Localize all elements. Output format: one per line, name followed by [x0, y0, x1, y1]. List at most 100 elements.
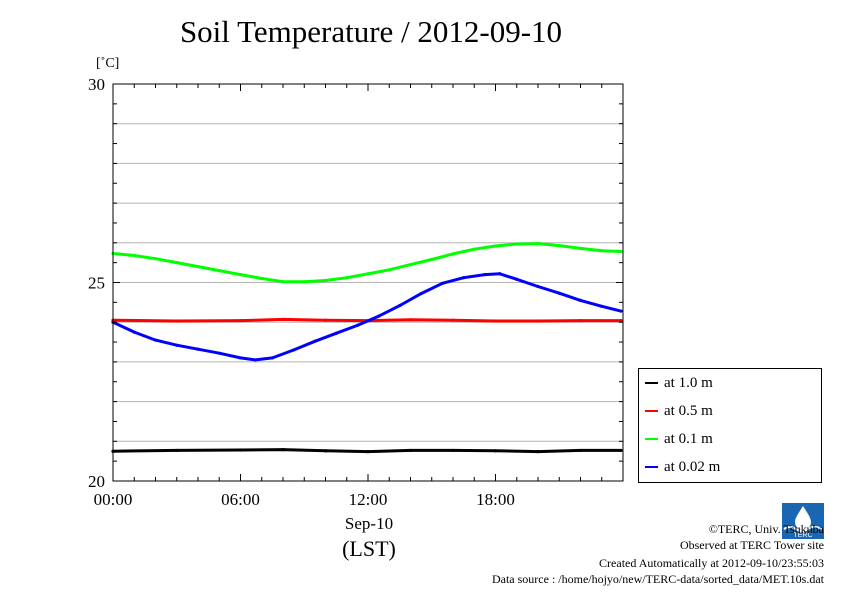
credit-site: Observed at TERC Tower site [679, 538, 824, 552]
credit-source: Data source : /home/hojyo/new/TERC-data/… [491, 572, 824, 586]
y-tick-label: 25 [88, 274, 105, 293]
series-point-0 [281, 448, 285, 452]
legend-swatch-0-5m [645, 410, 658, 412]
series-point-2 [536, 241, 540, 246]
series-point-1 [536, 319, 540, 323]
series-point-2 [260, 276, 264, 281]
series-point-3 [619, 309, 623, 313]
series-point-2 [472, 247, 476, 251]
series-point-1 [408, 318, 413, 322]
series-point-3 [153, 338, 158, 342]
series-point-0 [451, 448, 455, 453]
series-point-3 [536, 284, 540, 289]
legend-item-1-0m: at 1.0 m [645, 373, 713, 393]
series-point-0 [493, 449, 498, 453]
series-point-3 [377, 314, 381, 318]
series-point-1 [281, 317, 285, 322]
series-point-2 [345, 276, 349, 280]
series-point-3 [253, 358, 257, 362]
series-point-2 [408, 263, 413, 267]
series-point-1 [175, 319, 179, 323]
legend: at 1.0 m at 0.5 m at 0.1 m at 0.02 m [638, 368, 822, 483]
series-point-2 [451, 252, 455, 256]
series-point-3 [600, 304, 604, 308]
series-line-0 [111, 448, 623, 454]
series-line-1 [111, 317, 623, 323]
x-tick-label: 18:00 [476, 490, 515, 509]
x-axis-timezone-label: (LST) [342, 536, 396, 561]
series-point-0 [578, 448, 583, 453]
x-tick-label: 00:00 [94, 490, 133, 509]
logo-text: TERC [793, 532, 812, 539]
series-point-3 [238, 356, 243, 360]
series-point-2 [557, 243, 561, 248]
legend-swatch-0-1m [645, 438, 658, 440]
credit-created: Created Automatically at 2012-09-10/23:5… [599, 556, 824, 570]
series-point-2 [323, 278, 328, 283]
series-point-2 [153, 257, 158, 261]
tick-labels: 20 25 30 00:00 06:00 12:00 18:00 [88, 75, 515, 509]
credit-copyright: ©TERC, Univ. Tsukuba [708, 522, 824, 536]
series-line-3 [111, 272, 623, 362]
series-point-1 [578, 319, 583, 323]
legend-label-0-5m: at 0.5 m [664, 402, 713, 419]
y-axis-unit-label: [˚C] [96, 56, 120, 71]
series-point-3 [313, 339, 317, 343]
legend-label-1-0m: at 1.0 m [664, 374, 713, 391]
series-point-2 [430, 257, 434, 262]
series-line-2 [111, 242, 623, 284]
x-tick-label: 12:00 [349, 490, 388, 509]
legend-item-0-5m: at 0.5 m [645, 401, 713, 421]
series-point-2 [366, 272, 370, 276]
series-point-1 [238, 319, 243, 323]
series-point-0 [323, 449, 328, 453]
x-axis-date-label: Sep-10 [344, 514, 394, 533]
legend-label-0-1m: at 0.1 m [664, 430, 713, 447]
series-point-2 [217, 268, 221, 273]
x-tick-label: 06:00 [221, 490, 260, 509]
series-point-0 [619, 448, 623, 453]
series-point-3 [196, 347, 200, 351]
legend-item-0-02m: at 0.02 m [645, 457, 720, 477]
series-point-2 [493, 244, 498, 248]
series-point-2 [302, 280, 306, 284]
series-point-3 [270, 356, 274, 360]
series-point-3 [419, 292, 423, 296]
series-point-2 [196, 265, 200, 269]
series-point-1 [451, 318, 455, 322]
series-point-2 [578, 246, 583, 250]
grid-lines [113, 123, 623, 442]
series-point-0 [175, 448, 179, 453]
series-point-0 [408, 448, 413, 453]
series-point-3 [557, 291, 561, 295]
series-point-3 [175, 343, 179, 347]
series-point-0 [238, 448, 243, 452]
series-point-3 [132, 330, 136, 334]
series-point-2 [600, 249, 604, 253]
legend-item-0-1m: at 0.1 m [645, 429, 713, 449]
legend-swatch-1-0m [645, 382, 658, 384]
series-point-2 [132, 253, 136, 258]
series-point-3 [515, 277, 519, 281]
series-point-3 [398, 303, 402, 308]
series-point-2 [619, 249, 623, 254]
legend-label-0-02m: at 0.02 m [664, 458, 721, 475]
series-point-3 [355, 323, 359, 327]
y-tick-label: 30 [88, 75, 105, 94]
series-layer [111, 241, 623, 454]
chart-title: Soil Temperature / 2012-09-10 [179, 14, 563, 49]
series-point-3 [498, 272, 502, 276]
y-tick-label: 20 [88, 472, 105, 491]
series-point-2 [281, 280, 285, 284]
series-point-2 [175, 261, 179, 265]
series-point-3 [217, 351, 221, 355]
series-point-2 [387, 268, 391, 272]
legend-swatch-0-02m [645, 466, 658, 468]
series-point-1 [619, 319, 623, 323]
terc-logo-icon: TERC [782, 503, 824, 539]
series-point-3 [578, 298, 583, 302]
series-point-3 [462, 276, 466, 280]
series-point-0 [366, 450, 370, 454]
series-point-3 [292, 348, 296, 352]
